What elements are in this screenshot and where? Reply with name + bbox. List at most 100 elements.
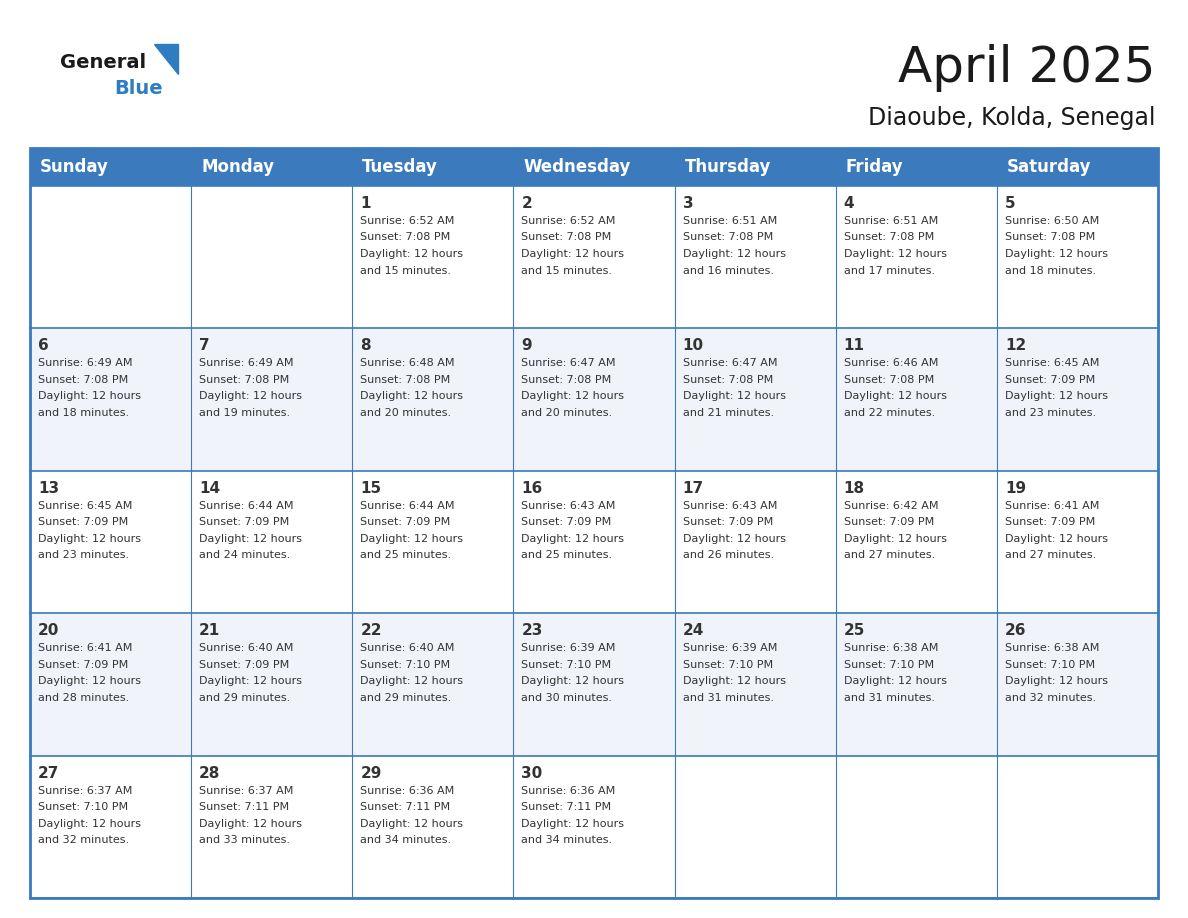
Text: Saturday: Saturday [1007, 158, 1092, 176]
Text: Sunrise: 6:38 AM: Sunrise: 6:38 AM [1005, 644, 1099, 654]
Text: Sunset: 7:08 PM: Sunset: 7:08 PM [683, 375, 773, 385]
Bar [30, 186, 1158, 329]
Text: Sunrise: 6:49 AM: Sunrise: 6:49 AM [38, 358, 133, 368]
Text: Daylight: 12 hours: Daylight: 12 hours [1005, 533, 1108, 543]
Text: 3: 3 [683, 196, 693, 211]
Text: Sunset: 7:09 PM: Sunset: 7:09 PM [1005, 518, 1095, 527]
Text: Sunrise: 6:48 AM: Sunrise: 6:48 AM [360, 358, 455, 368]
Text: 22: 22 [360, 623, 381, 638]
Text: Friday: Friday [846, 158, 903, 176]
Text: Sunrise: 6:46 AM: Sunrise: 6:46 AM [843, 358, 939, 368]
Text: 26: 26 [1005, 623, 1026, 638]
Text: 7: 7 [200, 339, 210, 353]
Text: Sunrise: 6:47 AM: Sunrise: 6:47 AM [683, 358, 777, 368]
Text: and 33 minutes.: and 33 minutes. [200, 835, 290, 845]
Text: Sunrise: 6:44 AM: Sunrise: 6:44 AM [360, 501, 455, 510]
Text: Sunset: 7:08 PM: Sunset: 7:08 PM [1005, 232, 1095, 242]
Text: Sunset: 7:10 PM: Sunset: 7:10 PM [843, 660, 934, 670]
Text: Sunset: 7:08 PM: Sunset: 7:08 PM [843, 375, 934, 385]
Text: Sunrise: 6:50 AM: Sunrise: 6:50 AM [1005, 216, 1099, 226]
Text: 1: 1 [360, 196, 371, 211]
Text: 27: 27 [38, 766, 59, 780]
Text: Sunrise: 6:52 AM: Sunrise: 6:52 AM [522, 216, 615, 226]
Text: 29: 29 [360, 766, 381, 780]
Text: Sunrise: 6:44 AM: Sunrise: 6:44 AM [200, 501, 293, 510]
Text: Sunset: 7:09 PM: Sunset: 7:09 PM [683, 518, 773, 527]
Text: Sunset: 7:09 PM: Sunset: 7:09 PM [1005, 375, 1095, 385]
Text: Daylight: 12 hours: Daylight: 12 hours [38, 677, 141, 686]
Text: Sunset: 7:11 PM: Sunset: 7:11 PM [360, 802, 450, 812]
Text: and 20 minutes.: and 20 minutes. [522, 408, 613, 418]
Text: and 31 minutes.: and 31 minutes. [683, 693, 773, 702]
Text: and 19 minutes.: and 19 minutes. [200, 408, 290, 418]
Text: Daylight: 12 hours: Daylight: 12 hours [1005, 391, 1108, 401]
Text: and 31 minutes.: and 31 minutes. [843, 693, 935, 702]
Text: Sunrise: 6:37 AM: Sunrise: 6:37 AM [38, 786, 132, 796]
Text: Sunrise: 6:52 AM: Sunrise: 6:52 AM [360, 216, 455, 226]
Text: 14: 14 [200, 481, 220, 496]
Bar [30, 756, 1158, 898]
Bar [30, 471, 1158, 613]
Text: April 2025: April 2025 [897, 44, 1155, 92]
Text: Sunset: 7:10 PM: Sunset: 7:10 PM [683, 660, 772, 670]
Text: Sunrise: 6:40 AM: Sunrise: 6:40 AM [360, 644, 455, 654]
Text: 4: 4 [843, 196, 854, 211]
Text: 19: 19 [1005, 481, 1026, 496]
Text: and 24 minutes.: and 24 minutes. [200, 550, 290, 560]
Text: Sunset: 7:10 PM: Sunset: 7:10 PM [360, 660, 450, 670]
Text: 6: 6 [38, 339, 49, 353]
Text: Sunrise: 6:41 AM: Sunrise: 6:41 AM [38, 644, 132, 654]
Bar [30, 148, 1158, 186]
Text: Thursday: Thursday [684, 158, 771, 176]
Text: Daylight: 12 hours: Daylight: 12 hours [200, 677, 302, 686]
Text: Daylight: 12 hours: Daylight: 12 hours [683, 533, 785, 543]
Text: Sunrise: 6:36 AM: Sunrise: 6:36 AM [522, 786, 615, 796]
Text: Daylight: 12 hours: Daylight: 12 hours [200, 819, 302, 829]
Text: 30: 30 [522, 766, 543, 780]
Text: Daylight: 12 hours: Daylight: 12 hours [38, 391, 141, 401]
Text: and 18 minutes.: and 18 minutes. [1005, 265, 1097, 275]
Text: 13: 13 [38, 481, 59, 496]
Text: Daylight: 12 hours: Daylight: 12 hours [360, 391, 463, 401]
Text: and 28 minutes.: and 28 minutes. [38, 693, 129, 702]
Text: Sunrise: 6:49 AM: Sunrise: 6:49 AM [200, 358, 293, 368]
Text: Sunset: 7:08 PM: Sunset: 7:08 PM [843, 232, 934, 242]
Text: 9: 9 [522, 339, 532, 353]
Text: Sunset: 7:08 PM: Sunset: 7:08 PM [360, 375, 450, 385]
Text: Sunrise: 6:39 AM: Sunrise: 6:39 AM [522, 644, 615, 654]
Text: Sunrise: 6:43 AM: Sunrise: 6:43 AM [683, 501, 777, 510]
Text: Sunset: 7:09 PM: Sunset: 7:09 PM [38, 518, 128, 527]
Text: Blue: Blue [114, 79, 163, 97]
Text: Daylight: 12 hours: Daylight: 12 hours [38, 819, 141, 829]
Text: Sunset: 7:08 PM: Sunset: 7:08 PM [38, 375, 128, 385]
Text: Tuesday: Tuesday [362, 158, 438, 176]
Text: Sunset: 7:08 PM: Sunset: 7:08 PM [522, 375, 612, 385]
Text: Daylight: 12 hours: Daylight: 12 hours [843, 533, 947, 543]
Text: Sunset: 7:08 PM: Sunset: 7:08 PM [683, 232, 773, 242]
Text: Sunset: 7:10 PM: Sunset: 7:10 PM [522, 660, 612, 670]
Text: Daylight: 12 hours: Daylight: 12 hours [843, 677, 947, 686]
Text: Sunset: 7:11 PM: Sunset: 7:11 PM [522, 802, 612, 812]
Text: 16: 16 [522, 481, 543, 496]
Text: Sunrise: 6:51 AM: Sunrise: 6:51 AM [683, 216, 777, 226]
Text: Sunrise: 6:51 AM: Sunrise: 6:51 AM [843, 216, 939, 226]
Text: Daylight: 12 hours: Daylight: 12 hours [843, 391, 947, 401]
Text: Daylight: 12 hours: Daylight: 12 hours [522, 249, 625, 259]
Bar [30, 329, 1158, 471]
Text: 20: 20 [38, 623, 59, 638]
Text: Sunset: 7:08 PM: Sunset: 7:08 PM [522, 232, 612, 242]
Text: Daylight: 12 hours: Daylight: 12 hours [683, 677, 785, 686]
Polygon shape [154, 44, 178, 74]
Text: and 15 minutes.: and 15 minutes. [522, 265, 613, 275]
Text: and 25 minutes.: and 25 minutes. [360, 550, 451, 560]
Text: Daylight: 12 hours: Daylight: 12 hours [1005, 249, 1108, 259]
Text: Sunrise: 6:45 AM: Sunrise: 6:45 AM [1005, 358, 1099, 368]
Text: 5: 5 [1005, 196, 1016, 211]
Text: Daylight: 12 hours: Daylight: 12 hours [360, 819, 463, 829]
Text: and 16 minutes.: and 16 minutes. [683, 265, 773, 275]
Text: 2: 2 [522, 196, 532, 211]
Text: Sunrise: 6:39 AM: Sunrise: 6:39 AM [683, 644, 777, 654]
Text: Sunrise: 6:36 AM: Sunrise: 6:36 AM [360, 786, 455, 796]
Bar [30, 613, 1158, 756]
Text: Sunset: 7:10 PM: Sunset: 7:10 PM [1005, 660, 1095, 670]
